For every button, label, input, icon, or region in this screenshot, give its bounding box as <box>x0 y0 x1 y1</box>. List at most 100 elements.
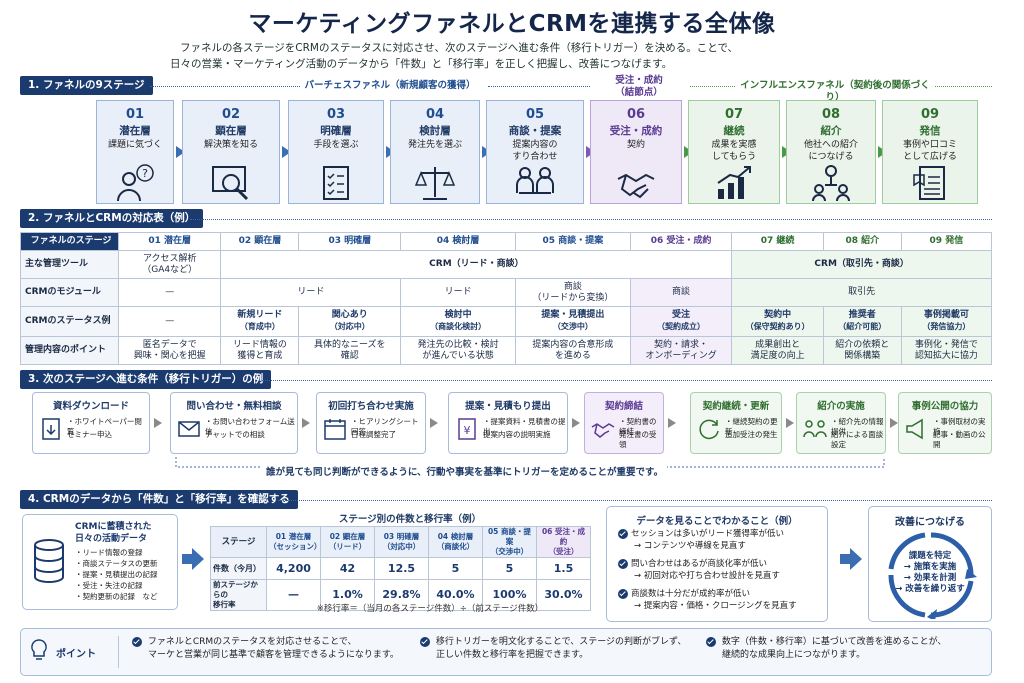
header-03: 03 明確層 <box>298 232 402 251</box>
trigger-title: 契約継続・更新 <box>702 401 770 412</box>
stage-number: 09 <box>920 107 940 122</box>
handshake-icon <box>617 173 655 199</box>
stage-05: 05 商談・提案 提案内容の すり合わせ <box>486 100 584 204</box>
trigger-arrow <box>430 418 438 428</box>
stage-number: 01 <box>125 107 145 122</box>
stage-arrow <box>176 146 185 158</box>
stage-head-cell: 01 潜在層 （セッション） <box>266 526 322 558</box>
node-label: 受注・成約 （結節点） <box>615 75 663 98</box>
megaphone-icon <box>906 418 923 440</box>
subtitle-line-2: 日々の営業・マーケティング活動のデータから「件数」と「移行率」を正しく把握し、改… <box>170 58 673 70</box>
mail-icon <box>178 421 200 437</box>
rate-cell: — <box>266 579 321 611</box>
trigger-card: 提案・見積もり提出 ¥ ・提案資料・見積書の提出 提案内容の説明実施 <box>448 392 568 454</box>
trigger-item: ・事例取材の実施 <box>933 417 986 436</box>
stage-name: 明確層 <box>320 125 352 137</box>
improve-line: → 施策を実施 <box>903 562 957 572</box>
stage-desc: 成果を実感 してもらう <box>711 140 757 162</box>
trigger-arrow <box>786 418 794 428</box>
rate-cell: 30.0% <box>536 579 591 611</box>
trigger-item: ・紹介先の情報提供 <box>831 417 884 436</box>
header-09: 09 発信 <box>900 232 993 251</box>
stage-head-cell: 03 明確層 （対応中） <box>374 526 429 558</box>
stage-name: 潜在層 <box>119 125 151 137</box>
point-label: ポイント <box>56 649 96 660</box>
crm-item: ・契約更新の記録 など <box>75 592 158 601</box>
trigger-card: 契約締結 ・契約書の締結 発注書の受領 <box>584 392 664 454</box>
crm-item: ・商談ステータスの更新 <box>75 559 158 568</box>
cycle-icon <box>888 532 977 619</box>
subtitle-line-1: ファネルの各ステージをCRMのステータスに対応させ、次のステージへ進む条件（移行… <box>180 42 739 54</box>
stage-04: 04 検討層 発注先を選ぶ <box>390 100 480 204</box>
module-05: 商談 （リードから変換） <box>514 278 631 307</box>
stage-desc: 解決策を知る <box>203 140 258 150</box>
status-01: — <box>117 306 222 337</box>
status-cell: 契約中 （保守契約あり） <box>731 306 824 337</box>
tools-crm-account: CRM（取引先・商談） <box>731 250 992 279</box>
stage-number: 04 <box>425 107 445 122</box>
check-icon <box>132 636 142 647</box>
count-label: 件数（今月） <box>210 557 267 580</box>
stage-name: 顕在層 <box>215 125 247 137</box>
trigger-title: 契約締結 <box>604 401 643 412</box>
status-cell: 検討中 （商談化検討） <box>400 306 516 337</box>
referral-icon <box>812 165 850 202</box>
point-bar <box>20 628 992 676</box>
trigger-item: 記事・動画の公開 <box>933 430 986 449</box>
point-cell: 匿名データで 興味・関心を把握 <box>117 336 222 365</box>
stage-count-table: ステージ 01 潜在層 （セッション） 02 顕在層 （リード） 03 明確層 （対応中） 0… <box>210 526 591 611</box>
section-1-header: 1. ファネルの9ステージ <box>20 76 153 95</box>
stage-number: 07 <box>724 107 744 122</box>
point-item: ファネルとCRMのステータスを対応させることで、 マーケと営業が同じ基準で顧客を管… <box>132 636 399 662</box>
trigger-title: 資料ダウンロード <box>52 401 129 412</box>
trigger-item: ・契約書の締結 <box>619 417 657 436</box>
trigger-note: 誰が見ても同じ判断ができるように、行動や事実を基準にトリガーを定めることが重要で… <box>262 464 668 478</box>
trigger-card: 問い合わせ・無料相談 ・お問い合わせフォーム送信 チャットでの相談 <box>170 392 298 454</box>
section-4-header: 4. CRMのデータから「件数」と「移行率」を確認する <box>20 490 298 509</box>
trigger-arrow <box>572 418 580 428</box>
stage-desc: 提案内容の すり合わせ <box>512 140 558 162</box>
trigger-item: 紹介による面談設定 <box>831 430 884 449</box>
stage-arrow <box>282 146 291 158</box>
improve-line: → 効果を計測 <box>903 573 957 583</box>
status-cell: 受注 （契約成立） <box>629 306 733 337</box>
insight-item: 問い合わせはあるが商談化率が低い → 初回対応や打ち合わせ設計を見直す <box>618 558 780 582</box>
rate-footnote: ※移行率＝（当月の各ステージ件数）÷（前ステージ件数） <box>316 604 544 614</box>
rate-label: 前ステージからの 移行率 <box>210 579 267 611</box>
status-cell: 事例掲載可 （発信協力） <box>900 306 993 337</box>
count-cell: 4,200 <box>266 557 321 580</box>
improve-box: 改善につなげる 課題を特定 → 施策を実施 → 効果を計測 → 改善を繰り返す <box>868 506 992 622</box>
count-cell: 1.5 <box>536 557 591 580</box>
trigger-title: 事例公開の協力 <box>911 401 979 412</box>
module-account: 取引先 <box>731 278 992 307</box>
trigger-item: セミナー申込 <box>67 430 112 439</box>
database-icon <box>34 539 64 583</box>
section-2-header: 2. ファネルとCRMの対応表（例） <box>20 209 204 228</box>
funnel-crm-mapping-table: ファネルのステージ 01 潜在層 02 顕在層 03 明確層 04 検討層 05… <box>20 232 993 365</box>
header-02: 02 顕在層 <box>220 232 300 251</box>
point-item: 数字（件数・移行率）に基づいて改善を進めることが、 継続的な成果向上につながります… <box>706 636 946 662</box>
trigger-item: ・お問い合わせフォーム送信 <box>205 417 295 436</box>
stage-number: 05 <box>525 107 545 122</box>
lightbulb-icon <box>31 639 47 660</box>
trigger-item: チャットでの相談 <box>205 430 265 439</box>
stage-head-cell: 05 商談・提案 （交渉中） <box>482 526 537 558</box>
insight-item: セッションは多いがリード獲得率が低い → コンテンツや導線を見直す <box>618 528 784 552</box>
point-cell: 契約・請求・ オンボーディング <box>629 336 733 365</box>
header-07: 07 継続 <box>731 232 824 251</box>
crm-data-box: CRMに蓄積された 日々の活動データ ・リード情報の登録 ・商談ステータスの更新・… <box>22 514 178 610</box>
point-item: 移行トリガーを明文化することで、ステージの判断がブレず、 正しい件数と移行率を把握… <box>420 636 686 662</box>
trigger-arrow <box>668 418 676 428</box>
crm-box-title-2: 日々の活動データ <box>75 534 148 544</box>
header-stage: ファネルのステージ <box>20 232 119 251</box>
svg-text:?: ? <box>142 167 148 180</box>
page-title: マーケティングファネルとCRMを連携する全体像 <box>248 11 776 37</box>
status-cell: 提案・見積提出 （交渉中） <box>514 306 631 337</box>
section-3-header: 3. 次のステージへ進む条件（移行トリガー）の例 <box>20 370 272 389</box>
stage-name: 紹介 <box>820 125 842 137</box>
header-04: 04 検討層 <box>400 232 516 251</box>
point-cell: 成果創出と 満足度の向上 <box>731 336 824 365</box>
check-icon <box>618 558 628 569</box>
scale-icon <box>415 167 455 200</box>
trigger-title: 紹介の実施 <box>817 401 865 412</box>
